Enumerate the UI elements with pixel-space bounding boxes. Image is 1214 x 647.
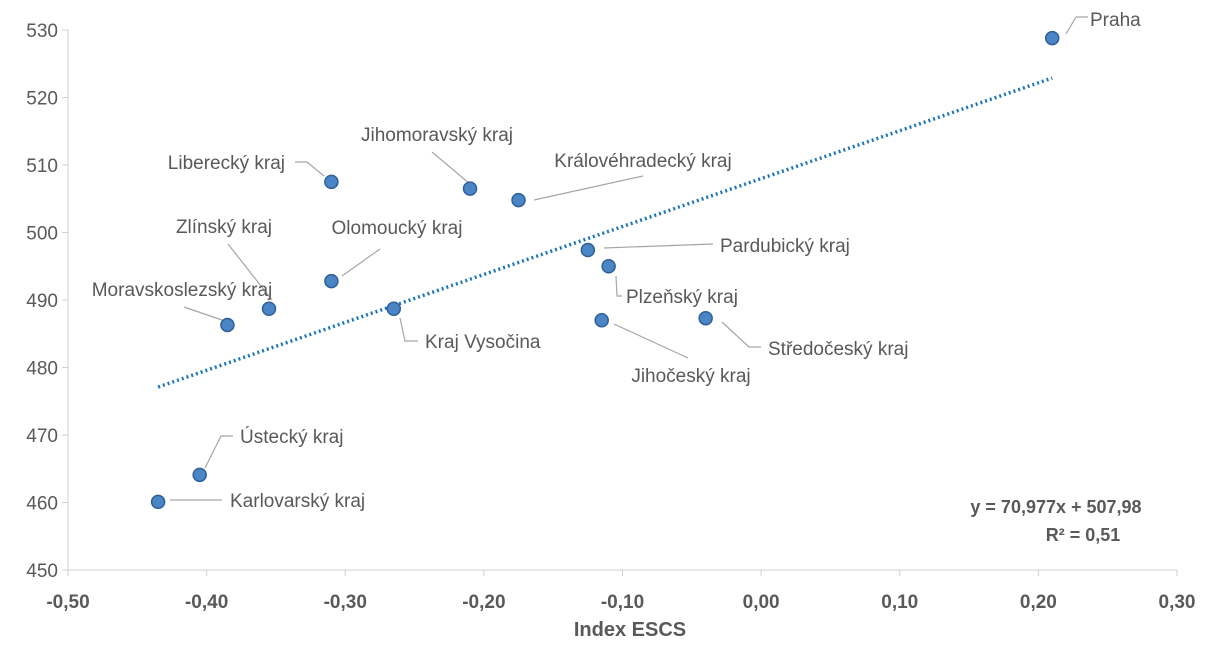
data-point bbox=[324, 273, 339, 289]
x-tick-label: 0,30 bbox=[1159, 592, 1196, 613]
data-point bbox=[462, 181, 478, 196]
x-tick-label: -0,40 bbox=[185, 592, 228, 613]
leader-line bbox=[431, 151, 471, 185]
data-point bbox=[386, 301, 402, 317]
point-label: Středočeský kraj bbox=[768, 339, 908, 360]
data-points bbox=[150, 30, 1060, 510]
point-label: Pardubický kraj bbox=[720, 236, 850, 257]
point-label: Ústecký kraj bbox=[240, 426, 343, 448]
leader-line bbox=[1065, 16, 1088, 35]
data-point bbox=[324, 174, 339, 190]
x-tick-label: -0,50 bbox=[46, 592, 89, 613]
y-axis: 450 460 470 480 490 500 510 520 530 bbox=[26, 21, 69, 582]
x-tick-label: 0,00 bbox=[743, 592, 780, 613]
point-label: Praha bbox=[1090, 10, 1141, 31]
x-tick-label: -0,30 bbox=[324, 592, 367, 613]
point-label: Karlovarský kraj bbox=[230, 491, 365, 512]
data-point bbox=[601, 259, 616, 274]
y-tick-label: 530 bbox=[26, 21, 58, 42]
data-point bbox=[192, 467, 207, 483]
y-tick-label: 510 bbox=[26, 156, 58, 177]
leader-line bbox=[183, 306, 223, 321]
y-tick-label: 480 bbox=[26, 359, 58, 380]
data-point bbox=[150, 494, 166, 510]
point-label: Liberecký kraj bbox=[168, 153, 285, 174]
point-label: Královéhradecký kraj bbox=[554, 151, 731, 172]
y-tick-label: 520 bbox=[26, 89, 58, 110]
y-tick-label: 470 bbox=[26, 426, 58, 447]
point-label: Kraj Vysočina bbox=[425, 332, 541, 353]
leader-lines bbox=[170, 16, 1088, 501]
leader-line bbox=[399, 317, 418, 342]
trendline bbox=[157, 76, 1053, 389]
data-point bbox=[594, 313, 609, 328]
y-tick-label: 460 bbox=[26, 494, 58, 515]
trendline-line bbox=[157, 76, 1053, 389]
leader-line bbox=[721, 321, 761, 348]
data-point bbox=[261, 301, 277, 317]
point-label: Zlínský kraj bbox=[176, 217, 272, 238]
point-label: Plzeňský kraj bbox=[626, 287, 738, 308]
point-labels: Praha Liberecký kraj Jihomoravský kraj Král… bbox=[92, 10, 1141, 512]
trendline-equation: y = 70,977x + 507,98 bbox=[970, 497, 1141, 517]
leader-line bbox=[533, 175, 644, 201]
leader-line bbox=[204, 435, 233, 469]
x-tick-label: 0,10 bbox=[881, 592, 918, 613]
leader-line bbox=[613, 323, 689, 359]
data-point bbox=[698, 310, 713, 326]
x-tick-label: 0,20 bbox=[1020, 592, 1057, 613]
x-tick-label: -0,10 bbox=[601, 592, 644, 613]
data-point bbox=[1044, 30, 1060, 46]
x-tick-label: -0,20 bbox=[462, 592, 505, 613]
y-tick-label: 500 bbox=[26, 224, 58, 245]
y-tick-label: 490 bbox=[26, 291, 58, 312]
leader-line bbox=[295, 161, 325, 177]
point-label: Moravskoslezský kraj bbox=[92, 280, 273, 301]
y-tick-label: 450 bbox=[26, 561, 58, 582]
data-point bbox=[220, 317, 235, 333]
x-axis: -0,50 -0,40 -0,30 -0,20 -0,10 0,00 0,10 0,20 0,3… bbox=[46, 569, 1196, 613]
x-axis-title: Index ESCS bbox=[574, 619, 686, 641]
trendline-r-squared: R² = 0,51 bbox=[1046, 525, 1121, 545]
data-point bbox=[511, 192, 526, 208]
leader-line bbox=[603, 243, 714, 249]
data-point bbox=[580, 242, 596, 258]
point-label: Jihočeský kraj bbox=[631, 366, 750, 387]
leader-line bbox=[227, 243, 273, 301]
leader-line bbox=[341, 248, 381, 277]
point-label: Olomoucký kraj bbox=[332, 218, 463, 239]
point-label: Jihomoravský kraj bbox=[361, 125, 513, 146]
leader-line bbox=[615, 275, 622, 297]
